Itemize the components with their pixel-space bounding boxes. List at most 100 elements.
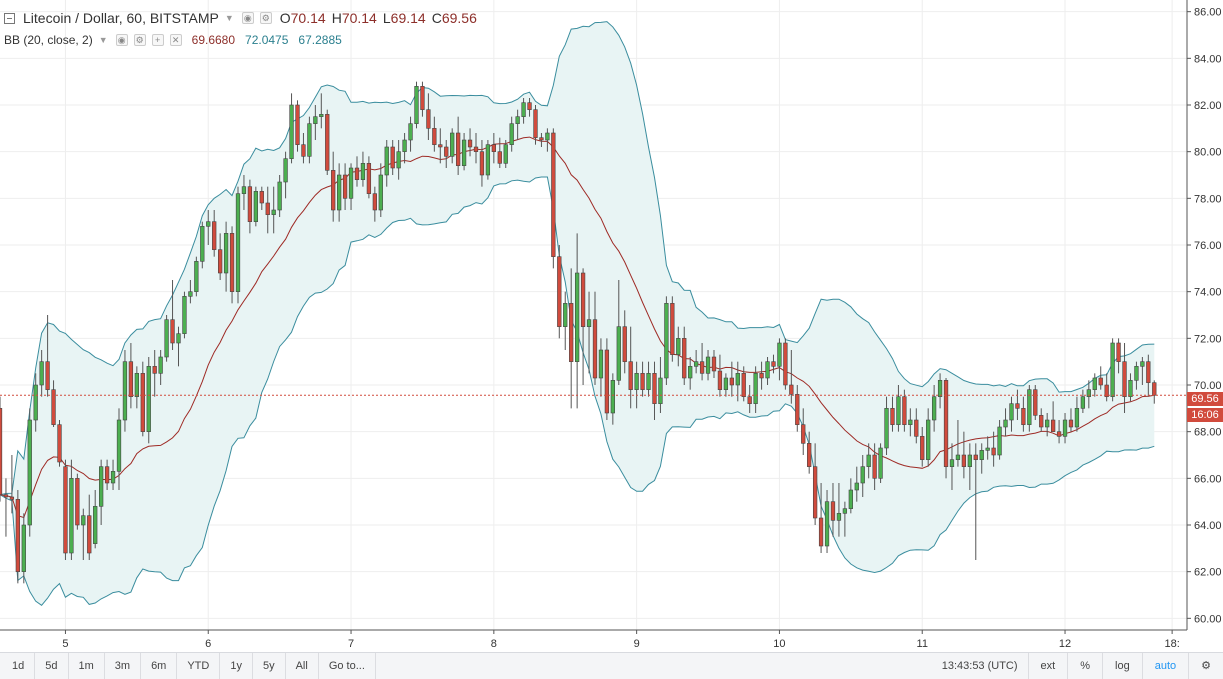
candle-body — [229, 233, 235, 292]
auto-toggle[interactable]: auto — [1141, 653, 1188, 679]
candle-body — [1009, 403, 1014, 421]
candle-bull — [1128, 373, 1133, 402]
y-tick-label: 62.00 — [1194, 567, 1222, 579]
candle-bull — [110, 459, 116, 490]
x-tick-label: 8 — [491, 638, 497, 650]
goto-date-button[interactable]: Go to... — [319, 653, 376, 679]
utc-clock[interactable]: 13:43:53 (UTC) — [941, 660, 1018, 672]
candle-bull — [336, 163, 342, 222]
candle-body — [182, 296, 187, 334]
candle-bear — [812, 443, 818, 525]
candle-bull — [1062, 413, 1068, 444]
candle-body — [426, 109, 431, 129]
candle-bear — [497, 137, 502, 168]
candle-body — [1039, 415, 1044, 428]
candle-body — [354, 167, 360, 180]
candle-bull — [664, 296, 669, 385]
candle-bear — [491, 133, 496, 164]
candle-body — [301, 144, 306, 157]
candle-bull — [676, 326, 681, 367]
candle-body — [705, 356, 711, 374]
chevron-down-icon[interactable]: ▼ — [224, 13, 234, 23]
candle-bear — [1039, 408, 1044, 432]
candle-bear — [152, 350, 157, 397]
candle-bear — [63, 459, 68, 560]
candle-bear — [622, 310, 627, 374]
candle-body — [414, 86, 419, 124]
candle-body — [908, 419, 913, 425]
candle-bull — [384, 140, 389, 187]
timeframe-6m[interactable]: 6m — [141, 653, 178, 679]
candle-bull — [765, 357, 770, 385]
timeframe-5d[interactable]: 5d — [35, 653, 69, 679]
ohlc-high: H70.14 — [331, 10, 377, 26]
chevron-down-icon[interactable]: ▼ — [98, 35, 108, 45]
candle-body — [521, 102, 526, 117]
candle-body — [348, 167, 354, 199]
candle-body — [432, 128, 437, 145]
candle-body — [21, 524, 26, 572]
candle-body — [973, 454, 978, 460]
candle-body — [658, 377, 663, 404]
candle-body — [336, 174, 342, 211]
timeframe-1m[interactable]: 1m — [69, 653, 105, 679]
gear-icon[interactable]: ⚙ — [133, 34, 146, 46]
candle-body — [51, 389, 56, 425]
close-icon[interactable]: ✕ — [169, 34, 182, 46]
candle-bear — [1056, 420, 1062, 444]
candle-bull — [610, 373, 615, 425]
candle-body — [3, 494, 9, 498]
ext-toggle[interactable]: ext — [1027, 653, 1068, 679]
candle-body — [961, 454, 967, 467]
gear-icon[interactable]: ⚙ — [259, 12, 272, 24]
timeframe-5y[interactable]: 5y — [253, 653, 286, 679]
candle-bear — [438, 128, 443, 164]
timeframe-3m[interactable]: 3m — [105, 653, 142, 679]
candle-bull — [176, 326, 181, 367]
candle-body — [854, 482, 859, 491]
candle-body — [479, 151, 485, 176]
eye-icon[interactable]: ◉ — [115, 34, 128, 46]
log-toggle[interactable]: log — [1102, 653, 1142, 679]
candle-bull — [521, 98, 526, 124]
candle-bull — [69, 459, 74, 560]
bottom-toolbar: 1d 5d 1m 3m 6m YTD 1y 5y All Go to... 13… — [0, 652, 1223, 679]
candle-body — [1015, 403, 1020, 409]
candle-body — [890, 408, 895, 425]
candle-body — [688, 366, 693, 379]
candle-bear — [1068, 408, 1074, 432]
candle-body — [384, 146, 389, 176]
collapse-icon[interactable] — [4, 12, 15, 24]
candle-bull — [21, 513, 26, 584]
eye-icon[interactable]: ◉ — [241, 12, 254, 24]
candle-bull — [646, 361, 651, 397]
candle-bull — [1086, 380, 1091, 409]
y-tick-label: 78.00 — [1194, 193, 1222, 205]
candle-bull — [616, 280, 621, 385]
settings-gear-icon[interactable]: ⚙ — [1188, 653, 1223, 679]
candle-bear — [104, 459, 110, 490]
candle-body — [497, 151, 502, 164]
timeframe-all[interactable]: All — [286, 653, 319, 679]
indicator-name[interactable]: BB (20, close, 2) — [4, 33, 93, 47]
symbol-title[interactable]: Litecoin / Dollar, 60, BITSTAMP — [23, 10, 219, 26]
candle-body — [87, 515, 92, 554]
candle-body — [943, 380, 949, 467]
add-icon[interactable]: + — [151, 34, 164, 46]
candle-body — [604, 349, 610, 414]
candle-bear — [902, 389, 907, 432]
ohlc-open: O70.14 — [279, 10, 326, 26]
candle-body — [1092, 377, 1097, 390]
timeframe-1d[interactable]: 1d — [0, 653, 36, 679]
candle-body — [93, 506, 98, 544]
percent-toggle[interactable]: % — [1067, 653, 1102, 679]
candle-bull — [860, 455, 865, 497]
candle-body — [574, 272, 580, 362]
candle-body — [140, 373, 145, 432]
timeframe-ytd[interactable]: YTD — [177, 653, 221, 679]
timeframe-1y[interactable]: 1y — [220, 653, 253, 679]
candle-bear — [628, 326, 633, 409]
candle-body — [622, 326, 627, 362]
candle-body — [824, 501, 830, 547]
